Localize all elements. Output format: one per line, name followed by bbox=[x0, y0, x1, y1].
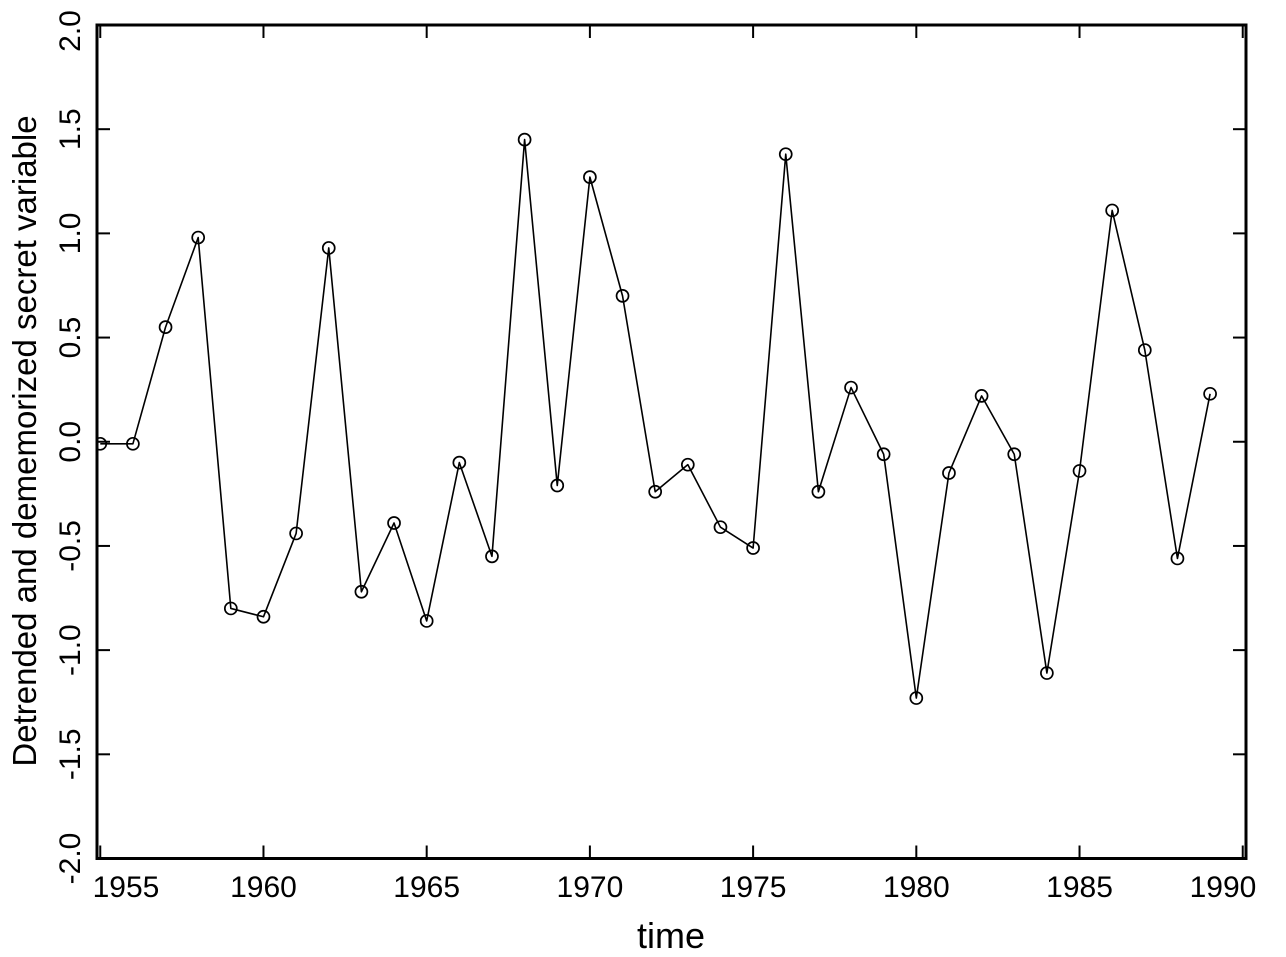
data-point bbox=[419, 614, 434, 628]
data-point bbox=[583, 170, 597, 184]
data-point bbox=[1072, 464, 1087, 478]
y-tick-label: 0.5 bbox=[54, 317, 87, 359]
data-point bbox=[615, 289, 630, 303]
x-axis-title: time bbox=[637, 915, 705, 956]
data-point bbox=[452, 455, 467, 470]
data-point bbox=[223, 601, 238, 616]
x-tick-label: 1965 bbox=[393, 871, 460, 904]
data-point bbox=[1105, 203, 1120, 218]
x-tick-label: 1980 bbox=[883, 871, 950, 904]
x-tick-label: 1990 bbox=[1190, 871, 1257, 904]
data-point bbox=[191, 230, 206, 245]
data-point bbox=[844, 380, 858, 395]
x-tick-label: 1960 bbox=[230, 871, 297, 904]
data-point bbox=[289, 526, 303, 541]
y-tick-label: 2.0 bbox=[54, 10, 87, 52]
data-point bbox=[354, 584, 369, 599]
data-point bbox=[1007, 447, 1022, 462]
x-tick-label: 1985 bbox=[1046, 871, 1113, 904]
data-point bbox=[909, 691, 924, 705]
x-tick-label: 1955 bbox=[93, 871, 160, 904]
data-point bbox=[158, 320, 173, 334]
data-point bbox=[876, 447, 891, 462]
data-point bbox=[713, 520, 728, 535]
data-point bbox=[648, 484, 663, 499]
data-point bbox=[811, 484, 826, 499]
plot-box bbox=[95, 23, 1248, 860]
y-tick-label: -1.0 bbox=[54, 624, 87, 676]
y-tick-label: 1.5 bbox=[54, 108, 87, 150]
data-point bbox=[256, 609, 271, 624]
data-point bbox=[1040, 666, 1054, 680]
data-point bbox=[974, 389, 989, 403]
data-layer bbox=[97, 132, 1217, 705]
y-tick-label: -1.5 bbox=[54, 728, 87, 780]
data-point bbox=[680, 457, 695, 472]
data-point bbox=[942, 466, 956, 480]
x-tick-label: 1975 bbox=[720, 871, 787, 904]
data-point bbox=[1170, 551, 1185, 566]
data-point bbox=[746, 541, 760, 555]
data-line bbox=[100, 138, 1211, 699]
chart-layers: 1955 1960 1965 1970 1975 1980 1985 1990 -2.0 -1.5… bbox=[54, 10, 1256, 904]
data-point bbox=[321, 241, 336, 255]
data-point bbox=[1137, 343, 1152, 357]
data-point bbox=[126, 436, 140, 451]
x-tick-label: 1970 bbox=[557, 871, 624, 904]
y-tick-label: 1.0 bbox=[54, 213, 87, 255]
data-point bbox=[778, 147, 793, 162]
y-tick-label: -0.5 bbox=[54, 520, 87, 572]
y-axis-title: Detrended and dememorized secret variabl… bbox=[6, 115, 43, 766]
data-point bbox=[550, 478, 565, 493]
data-point bbox=[1203, 386, 1217, 401]
y-tick-label: -2.0 bbox=[54, 833, 87, 885]
data-point bbox=[517, 132, 532, 147]
data-point bbox=[387, 516, 401, 530]
data-point bbox=[97, 436, 108, 451]
y-tick-label: 0.0 bbox=[54, 421, 87, 463]
data-point bbox=[485, 549, 499, 564]
